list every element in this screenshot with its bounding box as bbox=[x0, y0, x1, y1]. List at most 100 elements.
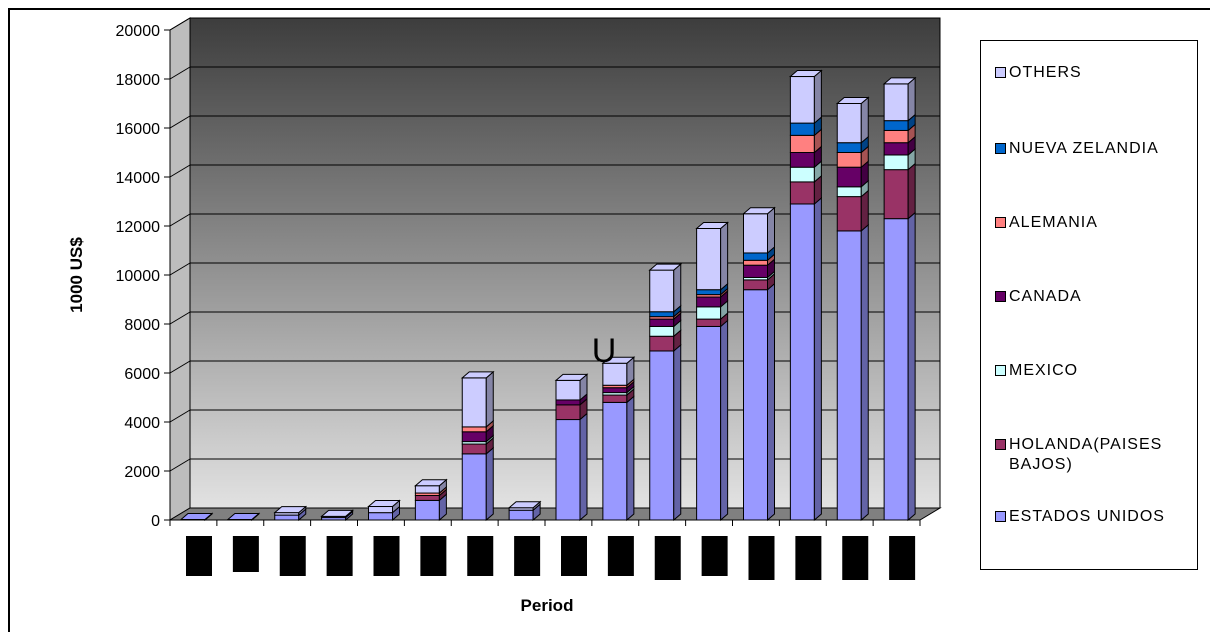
bar-top bbox=[367, 500, 401, 508]
bar-front bbox=[836, 166, 862, 188]
bar-front bbox=[836, 152, 862, 168]
bar-side bbox=[907, 211, 916, 522]
bar-side bbox=[767, 206, 775, 255]
bar-segment bbox=[883, 211, 916, 522]
bar-segment bbox=[649, 343, 682, 522]
gridline-side bbox=[169, 262, 191, 276]
legend-swatch bbox=[995, 439, 1006, 450]
bar-segment bbox=[602, 395, 635, 522]
y-tick-label: 10000 bbox=[116, 268, 161, 285]
bar-front bbox=[789, 122, 815, 136]
bar-front bbox=[649, 269, 675, 313]
x-category-label bbox=[795, 536, 822, 580]
legend-label: NUEVA ZELANDIA bbox=[1009, 140, 1159, 157]
bar-segment bbox=[696, 221, 729, 291]
bar-side bbox=[907, 162, 916, 220]
x-category-label bbox=[186, 536, 212, 576]
y-tick-label: 18000 bbox=[116, 72, 161, 89]
bar-stack bbox=[554, 373, 589, 522]
bar-side bbox=[673, 263, 682, 313]
bar-front bbox=[649, 325, 675, 337]
bar-top bbox=[320, 509, 354, 517]
bar-front bbox=[883, 83, 909, 122]
bar-segment bbox=[555, 412, 588, 522]
bar-segment bbox=[789, 196, 822, 522]
bar-top bbox=[460, 371, 495, 379]
bar-stack bbox=[835, 96, 870, 522]
y-tick-label: 16000 bbox=[116, 121, 161, 138]
bar-front bbox=[743, 213, 768, 254]
bar-front bbox=[743, 264, 768, 278]
bar-front bbox=[414, 499, 440, 521]
bar-stack bbox=[882, 76, 917, 522]
bar-segment bbox=[743, 206, 775, 255]
bar-front bbox=[414, 495, 440, 501]
bar-front bbox=[555, 404, 581, 421]
legend-swatch bbox=[995, 217, 1006, 228]
bar-top bbox=[554, 373, 589, 381]
bar-segment bbox=[649, 263, 682, 313]
bar-stack bbox=[648, 263, 683, 522]
bar-front bbox=[743, 279, 768, 291]
bar-segment bbox=[836, 223, 869, 522]
bar-segment bbox=[883, 162, 916, 220]
x-category-label bbox=[748, 536, 775, 580]
bar-top bbox=[507, 501, 542, 509]
bar-front bbox=[555, 379, 581, 401]
x-category-label bbox=[232, 536, 259, 572]
x-category-label bbox=[842, 536, 869, 580]
bar-top bbox=[882, 77, 917, 85]
bar-front bbox=[789, 181, 815, 205]
bar-front bbox=[555, 419, 581, 521]
gridline-side bbox=[169, 17, 191, 31]
y-tick-label: 20000 bbox=[116, 23, 161, 40]
bar-stack bbox=[320, 509, 354, 522]
x-category-label bbox=[701, 536, 728, 576]
gridline-side bbox=[169, 66, 191, 80]
bar-front bbox=[649, 311, 675, 318]
bar-segment bbox=[836, 96, 869, 144]
bar-stack bbox=[742, 206, 776, 522]
legend-item: MEXICO bbox=[995, 361, 1199, 381]
y-tick-label: 12000 bbox=[116, 219, 161, 236]
bar-front bbox=[649, 335, 675, 352]
legend-swatch bbox=[995, 511, 1006, 522]
bar-top bbox=[414, 479, 448, 487]
legend-item: OTHERS bbox=[995, 63, 1199, 83]
bar-segment bbox=[461, 446, 494, 522]
x-category-label bbox=[607, 536, 634, 576]
bar-front bbox=[461, 431, 487, 443]
bars bbox=[179, 69, 917, 522]
bar-front bbox=[883, 120, 909, 131]
y-axis-ticks: 0 2000 4000 6000 8000 10000 12000 14000 16000 180… bbox=[116, 23, 171, 530]
bar-segment bbox=[883, 76, 916, 122]
bar-stack bbox=[789, 69, 823, 522]
bar-side bbox=[485, 446, 494, 522]
bar-front bbox=[368, 506, 393, 514]
x-axis-title: Period bbox=[521, 596, 574, 615]
y-tick-label: 0 bbox=[151, 513, 160, 530]
bar-front bbox=[836, 103, 862, 144]
legend-item: NUEVA ZELANDIA bbox=[995, 139, 1199, 159]
x-category-label bbox=[467, 536, 494, 576]
bar-top bbox=[648, 263, 683, 271]
plot-wall bbox=[168, 17, 942, 521]
bar-side bbox=[767, 282, 775, 522]
bar-front bbox=[461, 426, 487, 433]
chart-frame bbox=[8, 8, 1210, 632]
bar-top bbox=[601, 356, 636, 364]
bar-front bbox=[883, 154, 909, 171]
bar-front bbox=[883, 218, 909, 521]
legend-swatch bbox=[995, 365, 1006, 376]
bar-side bbox=[673, 343, 682, 522]
bar-front bbox=[602, 401, 628, 521]
gridline-side bbox=[169, 213, 191, 227]
gridline-side bbox=[169, 458, 191, 472]
bar-front bbox=[696, 227, 722, 291]
legend-swatch bbox=[995, 291, 1006, 302]
bar-top bbox=[789, 70, 823, 78]
legend-item: ALEMANIA bbox=[995, 213, 1199, 233]
bar-front bbox=[836, 186, 862, 198]
bar-stack bbox=[414, 478, 448, 522]
bar-segment bbox=[789, 128, 822, 154]
